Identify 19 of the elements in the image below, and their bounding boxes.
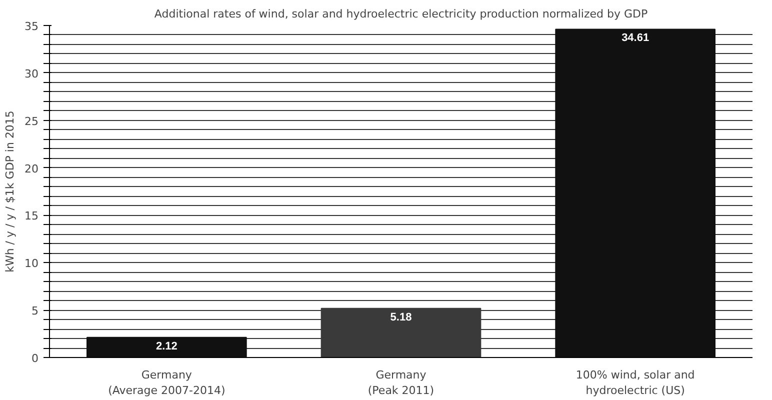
data-label: 34.61 [622, 32, 650, 44]
bar [320, 308, 482, 358]
data-label: 2.12 [156, 340, 178, 352]
x-tick-label: Germany (Peak 2011) [368, 368, 434, 398]
x-tick-label: 100% wind, solar and hydroelectric (US) [576, 368, 695, 398]
y-tick-label: 0 [32, 352, 38, 365]
y-axis-title: kWh / y / y / $1k GDP in 2015 [4, 110, 17, 272]
x-tick-label: Germany (Average 2007-2014) [108, 368, 226, 398]
y-tick-label: 10 [24, 257, 39, 270]
y-tick-label: 20 [24, 162, 39, 176]
y-tick-label: 35 [24, 20, 39, 33]
chart-title: Additional rates of wind, solar and hydroelectric electricity production normalized by GDP [154, 8, 648, 20]
data-label: 5.18 [390, 311, 412, 324]
y-tick-label: 30 [24, 67, 39, 80]
y-tick-label: 5 [32, 304, 38, 318]
bar [86, 336, 247, 358]
y-tick-label: 25 [24, 114, 39, 128]
bar [555, 28, 716, 358]
y-tick-label: 15 [24, 210, 39, 223]
